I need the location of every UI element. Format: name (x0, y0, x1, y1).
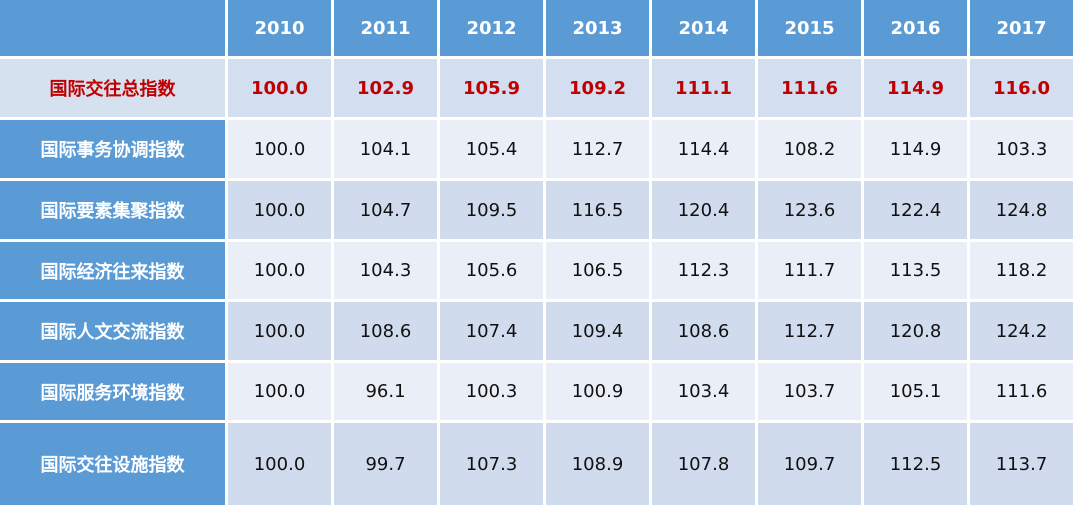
value-cell: 108.6 (652, 302, 755, 360)
value-cell: 103.7 (758, 363, 861, 420)
value-cell: 118.2 (970, 242, 1073, 299)
value-cell: 124.8 (970, 181, 1073, 239)
row-label: 国际服务环境指数 (0, 363, 225, 420)
value-cell: 124.2 (970, 302, 1073, 360)
value-cell: 109.2 (546, 59, 649, 117)
row-label: 国际经济往来指数 (0, 242, 225, 299)
value-cell: 114.9 (864, 59, 967, 117)
value-cell: 103.4 (652, 363, 755, 420)
value-cell: 106.5 (546, 242, 649, 299)
value-cell: 107.8 (652, 423, 755, 505)
value-cell: 120.4 (652, 181, 755, 239)
value-cell: 100.0 (228, 120, 331, 178)
value-cell: 109.4 (546, 302, 649, 360)
value-cell: 100.9 (546, 363, 649, 420)
value-cell: 122.4 (864, 181, 967, 239)
year-header: 2012 (440, 0, 543, 56)
value-cell: 111.1 (652, 59, 755, 117)
year-header: 2017 (970, 0, 1073, 56)
value-cell: 112.3 (652, 242, 755, 299)
value-cell: 109.5 (440, 181, 543, 239)
value-cell: 120.8 (864, 302, 967, 360)
value-cell: 123.6 (758, 181, 861, 239)
value-cell: 100.0 (228, 363, 331, 420)
value-cell: 105.4 (440, 120, 543, 178)
value-cell: 109.7 (758, 423, 861, 505)
value-cell: 105.9 (440, 59, 543, 117)
value-cell: 104.7 (334, 181, 437, 239)
value-cell: 108.6 (334, 302, 437, 360)
value-cell: 107.3 (440, 423, 543, 505)
value-cell: 100.0 (228, 242, 331, 299)
year-header: 2010 (228, 0, 331, 56)
year-header: 2013 (546, 0, 649, 56)
value-cell: 114.9 (864, 120, 967, 178)
value-cell: 112.5 (864, 423, 967, 505)
value-cell: 103.3 (970, 120, 1073, 178)
value-cell: 96.1 (334, 363, 437, 420)
year-header: 2016 (864, 0, 967, 56)
value-cell: 102.9 (334, 59, 437, 117)
value-cell: 108.2 (758, 120, 861, 178)
year-header: 2011 (334, 0, 437, 56)
value-cell: 100.3 (440, 363, 543, 420)
value-cell: 114.4 (652, 120, 755, 178)
row-label: 国际交往总指数 (0, 59, 225, 117)
value-cell: 111.6 (970, 363, 1073, 420)
corner-cell (0, 0, 225, 56)
year-header: 2014 (652, 0, 755, 56)
value-cell: 113.7 (970, 423, 1073, 505)
value-cell: 107.4 (440, 302, 543, 360)
value-cell: 108.9 (546, 423, 649, 505)
value-cell: 113.5 (864, 242, 967, 299)
value-cell: 111.7 (758, 242, 861, 299)
value-cell: 112.7 (758, 302, 861, 360)
value-cell: 116.0 (970, 59, 1073, 117)
value-cell: 116.5 (546, 181, 649, 239)
value-cell: 111.6 (758, 59, 861, 117)
value-cell: 104.1 (334, 120, 437, 178)
value-cell: 100.0 (228, 423, 331, 505)
year-header: 2015 (758, 0, 861, 56)
value-cell: 100.0 (228, 59, 331, 117)
row-label: 国际交往设施指数 (0, 423, 225, 505)
value-cell: 112.7 (546, 120, 649, 178)
row-label: 国际要素集聚指数 (0, 181, 225, 239)
value-cell: 99.7 (334, 423, 437, 505)
value-cell: 104.3 (334, 242, 437, 299)
value-cell: 100.0 (228, 181, 331, 239)
value-cell: 105.6 (440, 242, 543, 299)
value-cell: 100.0 (228, 302, 331, 360)
row-label: 国际事务协调指数 (0, 120, 225, 178)
row-label: 国际人文交流指数 (0, 302, 225, 360)
value-cell: 105.1 (864, 363, 967, 420)
